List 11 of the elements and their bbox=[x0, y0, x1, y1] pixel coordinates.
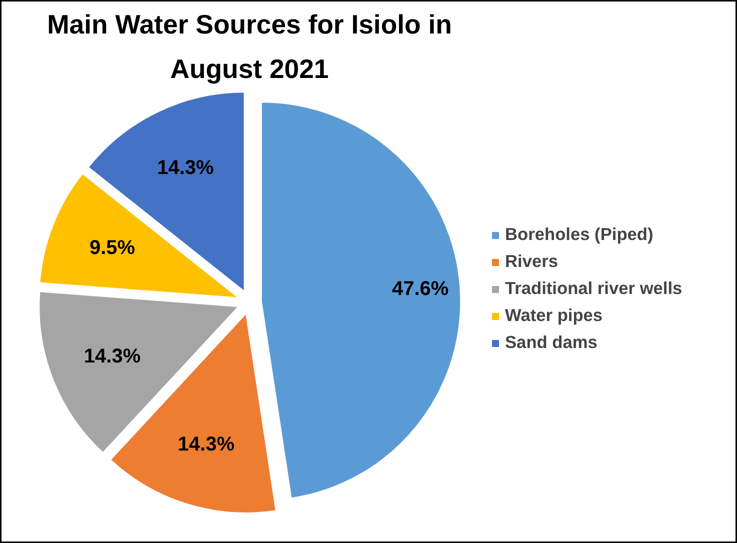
data-label: 14.3% bbox=[178, 433, 235, 456]
legend-label: Boreholes (Piped) bbox=[505, 224, 654, 245]
legend-label: Traditional river wells bbox=[505, 278, 682, 299]
legend-label: Water pipes bbox=[505, 305, 604, 326]
data-label: 14.3% bbox=[157, 157, 214, 180]
chart-title: Main Water Sources for Isiolo in August 2021 bbox=[47, 10, 452, 84]
data-label: 14.3% bbox=[84, 346, 141, 368]
data-label: 9.5% bbox=[89, 236, 136, 259]
data-label: 47.6% bbox=[392, 278, 449, 300]
legend-label: Sand dams bbox=[505, 332, 598, 353]
legend-label: Rivers bbox=[505, 251, 559, 272]
